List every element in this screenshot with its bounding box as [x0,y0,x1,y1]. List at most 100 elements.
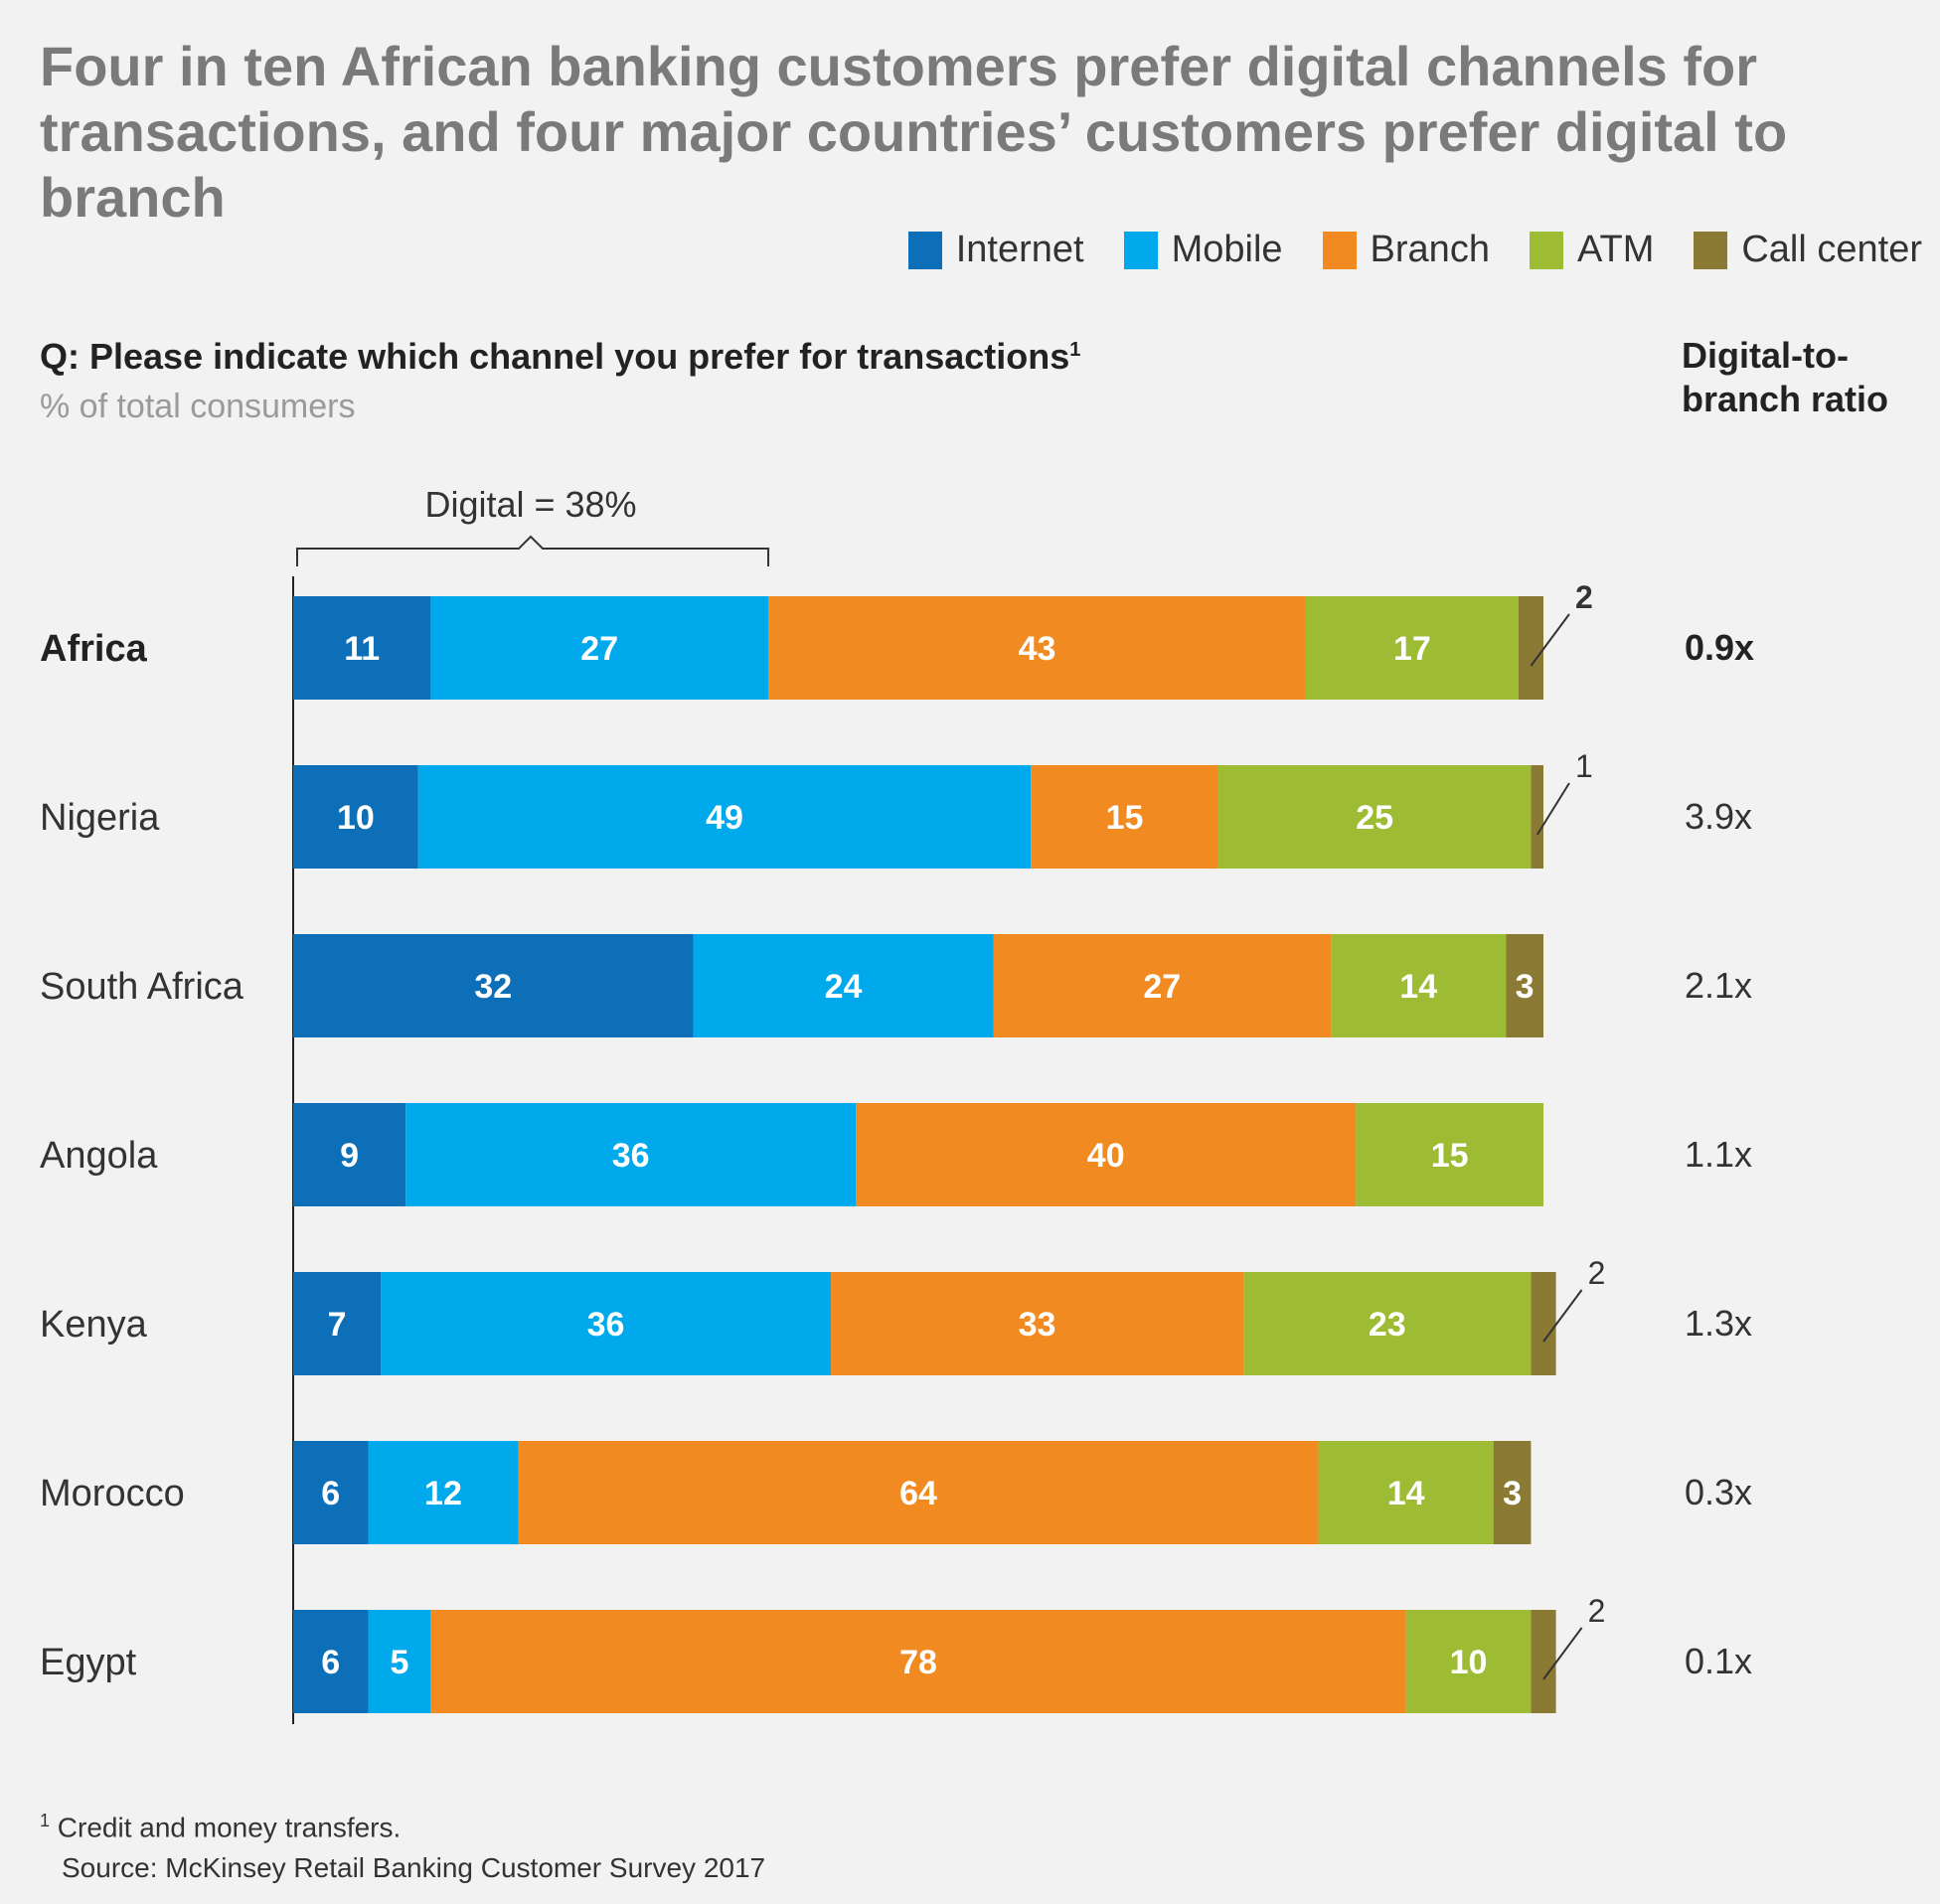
data-label-africa-atm: 17 [1393,630,1431,668]
ratio-label-kenya: 1.3x [1685,1303,1752,1344]
question-label: Q: Please indicate which channel you pre… [40,336,1070,377]
footnote-mark: 1 [40,1811,51,1830]
legend-label-mobile: Mobile [1171,229,1283,270]
data-label-south-africa-atm: 14 [1399,968,1437,1006]
legend-label-internet: Internet [955,229,1084,270]
footnote: 1 Credit and money transfers. [40,1811,401,1843]
ratio-label-south-africa: 2.1x [1685,965,1752,1006]
bar-kenya-internet [293,1272,382,1375]
bar-kenya-call-center [1531,1272,1556,1375]
footnote-text: Credit and money transfers. [57,1812,402,1843]
bar-africa-atm [1305,596,1519,700]
data-label-nigeria-branch: 15 [1106,799,1144,837]
bar-angola-internet [293,1103,406,1206]
category-label-africa: Africa [40,628,148,670]
category-label-egypt: Egypt [40,1642,137,1683]
legend-swatch-mobile [1123,231,1158,269]
data-label-morocco-atm: 14 [1387,1475,1425,1512]
legend-item-atm: ATM [1529,229,1655,271]
bar-angola-atm [1356,1103,1543,1206]
digital-bracket-label: Digital = 38% [424,484,636,525]
bar-africa-internet [293,596,431,700]
data-label-morocco-call-center: 3 [1503,1475,1522,1512]
data-label-morocco-branch: 64 [899,1475,937,1512]
leader-line-egypt [1542,1627,1583,1680]
data-label-kenya-internet: 7 [328,1306,347,1344]
legend-swatch-internet [907,231,942,269]
bar-angola-mobile [405,1103,857,1206]
bar-egypt-atm [1405,1610,1532,1713]
data-label-africa-internet: 11 [344,630,380,668]
data-label-angola-mobile: 36 [612,1137,650,1175]
legend-swatch-atm [1529,231,1563,269]
bar-nigeria-call-center [1531,765,1543,869]
legend: Internet Mobile Branch ATM Call center [907,229,1922,271]
bar-egypt-mobile [368,1610,431,1713]
bar-morocco-branch [518,1441,1319,1544]
data-label-egypt-mobile: 5 [390,1644,408,1681]
bar-nigeria-branch [1031,765,1218,869]
bar-kenya-atm [1243,1272,1532,1375]
bar-south-africa-atm [1331,934,1507,1037]
data-label-kenya-call-center: 2 [1588,1255,1606,1291]
bar-kenya-branch [830,1272,1244,1375]
data-label-nigeria-internet: 10 [337,799,375,837]
legend-label-call-center: Call center [1741,229,1922,270]
category-label-angola: Angola [40,1135,158,1177]
data-label-kenya-atm: 23 [1369,1306,1406,1344]
data-label-nigeria-call-center: 1 [1575,748,1593,784]
leader-line-kenya [1542,1289,1583,1343]
bar-africa-mobile [430,596,769,700]
bar-nigeria-atm [1217,765,1532,869]
data-label-angola-branch: 40 [1087,1137,1125,1175]
leader-line-nigeria [1536,782,1570,836]
ratio-label-morocco: 0.3x [1685,1472,1752,1512]
data-label-south-africa-call-center: 3 [1516,968,1535,1006]
category-label-nigeria: Nigeria [40,797,160,839]
data-label-south-africa-branch: 27 [1143,968,1181,1006]
bar-south-africa-mobile [693,934,994,1037]
leader-line-africa [1530,613,1570,667]
bar-morocco-internet [293,1441,369,1544]
category-label-kenya: Kenya [40,1304,148,1346]
bar-africa-branch [768,596,1306,700]
data-label-nigeria-atm: 25 [1356,799,1393,837]
data-label-africa-branch: 43 [1019,630,1056,668]
bar-egypt-internet [293,1610,369,1713]
bar-morocco-call-center [1493,1441,1532,1544]
legend-swatch-branch [1322,231,1357,269]
legend-item-mobile: Mobile [1123,229,1283,271]
legend-label-atm: ATM [1576,229,1655,270]
bar-africa-call-center [1518,596,1543,700]
chart-title: Four in ten African banking customers pr… [40,35,1788,229]
digital-bracket [296,535,770,566]
data-label-africa-call-center: 2 [1575,579,1593,615]
category-label-south-africa: South Africa [40,966,244,1008]
data-label-egypt-call-center: 2 [1588,1593,1606,1629]
ratio-label-angola: 1.1x [1685,1134,1752,1175]
bar-morocco-atm [1318,1441,1494,1544]
legend-item-call-center: Call center [1694,229,1922,271]
legend-item-internet: Internet [907,229,1084,271]
bar-egypt-call-center [1531,1610,1556,1713]
ratio-column-header: Digital-to-branch ratio [1682,335,1889,419]
data-label-south-africa-internet: 32 [474,968,512,1006]
bar-south-africa-branch [993,934,1332,1037]
ratio-label-nigeria: 3.9x [1685,796,1752,837]
data-label-south-africa-mobile: 24 [825,968,863,1006]
data-label-egypt-atm: 10 [1450,1644,1488,1681]
bar-angola-branch [856,1103,1357,1206]
question-footnote-mark: 1 [1069,339,1081,361]
legend-label-branch: Branch [1370,229,1490,270]
ratio-label-africa: 0.9x [1685,627,1754,668]
data-label-angola-atm: 15 [1431,1137,1469,1175]
bar-morocco-mobile [368,1441,519,1544]
data-label-kenya-mobile: 36 [587,1306,625,1344]
data-label-angola-internet: 9 [340,1137,359,1175]
data-label-kenya-branch: 33 [1019,1306,1056,1344]
bar-nigeria-internet [293,765,418,869]
data-label-africa-mobile: 27 [580,630,618,668]
data-label-nigeria-mobile: 49 [706,799,743,837]
legend-item-branch: Branch [1322,229,1490,271]
units-label: % of total consumers [40,388,356,425]
